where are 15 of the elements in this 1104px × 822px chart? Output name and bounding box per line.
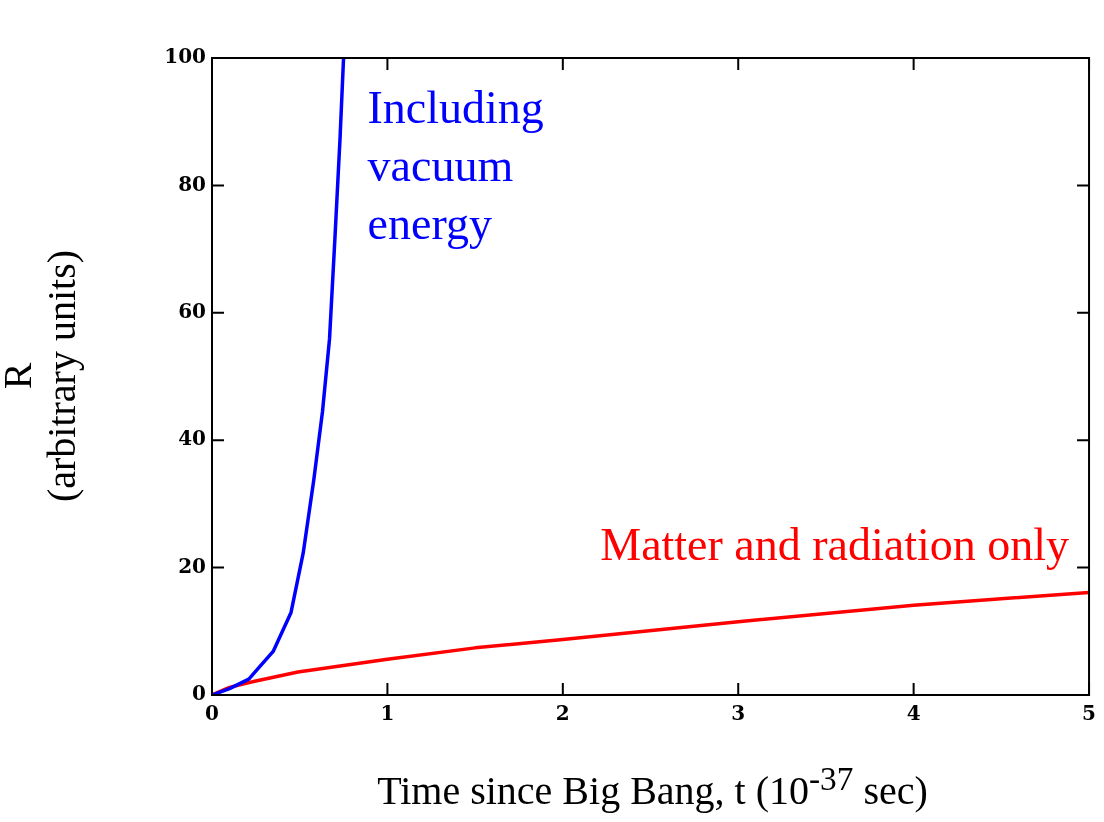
x-tick-label: 4	[906, 701, 921, 726]
series-label: Matter and radiation only	[600, 518, 1070, 570]
x-tick-label: 1	[380, 701, 395, 726]
y-tick-label: 40	[178, 426, 206, 451]
series-label: Including vacuum energy	[367, 82, 544, 250]
y-tick-label: 20	[178, 553, 206, 578]
x-tick-label: 2	[555, 701, 570, 726]
x-tick-label: 5	[1082, 701, 1096, 726]
y-axis-title: R (arbitrary units)	[0, 248, 84, 505]
y-tick-label: 0	[192, 681, 206, 706]
y-tick-label: 80	[178, 171, 206, 196]
x-axis-title: Time since Big Bang, t (10$^{-37}$ sec)	[376, 760, 929, 815]
x-tick-label: 3	[731, 701, 746, 726]
y-tick-label: 100	[164, 44, 206, 69]
y-tick-label: 60	[178, 299, 206, 323]
